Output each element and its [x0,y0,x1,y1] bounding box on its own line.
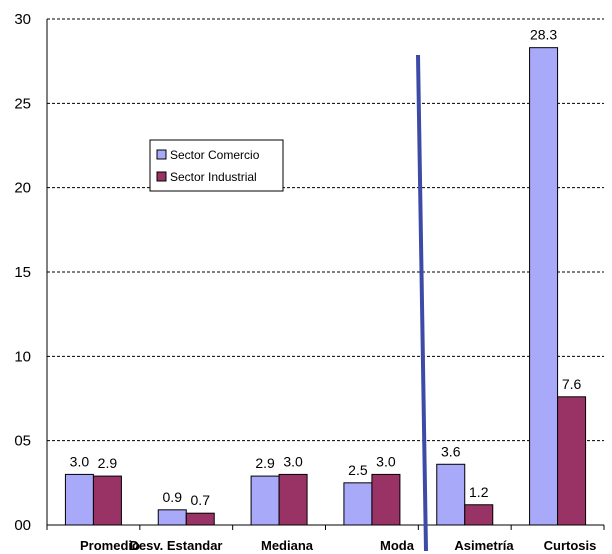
data-label: 3.0 [376,453,396,469]
y-tick-label: 05 [14,433,31,450]
legend-label: Sector Comercio [170,148,260,162]
bar-comercio [157,509,187,526]
data-label: 0.9 [163,489,183,505]
bar-comercio [250,475,280,526]
legend-box [149,139,284,192]
data-label: 28.3 [530,27,557,43]
bar-industrial [185,512,215,526]
x-category-label: Moda [380,538,415,553]
bar-comercio [64,473,94,526]
data-label: 3.0 [283,453,303,469]
y-ticks: 00 05 10 15 20 25 30 [14,11,31,534]
data-label: 0.7 [191,492,211,508]
data-label: 3.0 [70,453,90,469]
y-tick-label: 25 [14,95,31,112]
data-label: 2.9 [255,455,275,471]
gridlines [47,18,604,442]
legend: Sector Comercio Sector Industrial [149,139,284,192]
y-tick-label: 10 [14,348,31,365]
x-category-label: Promedio [80,538,140,553]
x-category-label: Desv. Estandar [130,538,223,553]
bar-comercio [343,482,373,526]
legend-swatch [156,149,167,160]
data-labels: 3.0 2.9 0.9 0.7 2.9 3.0 2.5 3.0 3.6 1.2 28.3 7.6 [70,27,582,509]
y-tick-label: 30 [14,11,31,28]
bar-comercio [436,463,466,526]
data-label: 1.2 [469,484,489,500]
bar-comercio [529,47,559,526]
x-category-label: Asimetría [454,538,514,553]
bar-industrial [464,504,494,526]
data-label: 3.6 [441,443,461,459]
y-tick-label: 00 [14,517,31,534]
legend-label: Sector Industrial [170,170,257,184]
bars [64,47,587,526]
bar-industrial [278,473,308,526]
bar-industrial [557,396,587,526]
x-category-label: Mediana [261,538,314,553]
data-label: 2.9 [98,455,118,471]
x-category-label: Curtosis [544,538,597,553]
bar-industrial [92,475,122,526]
axes [46,19,605,530]
data-label: 7.6 [562,376,582,392]
y-tick-label: 15 [14,264,31,281]
bar-industrial [371,473,401,526]
data-label: 2.5 [348,462,368,478]
legend-swatch [156,171,167,182]
y-tick-label: 20 [14,180,31,197]
separator-line [416,54,428,552]
